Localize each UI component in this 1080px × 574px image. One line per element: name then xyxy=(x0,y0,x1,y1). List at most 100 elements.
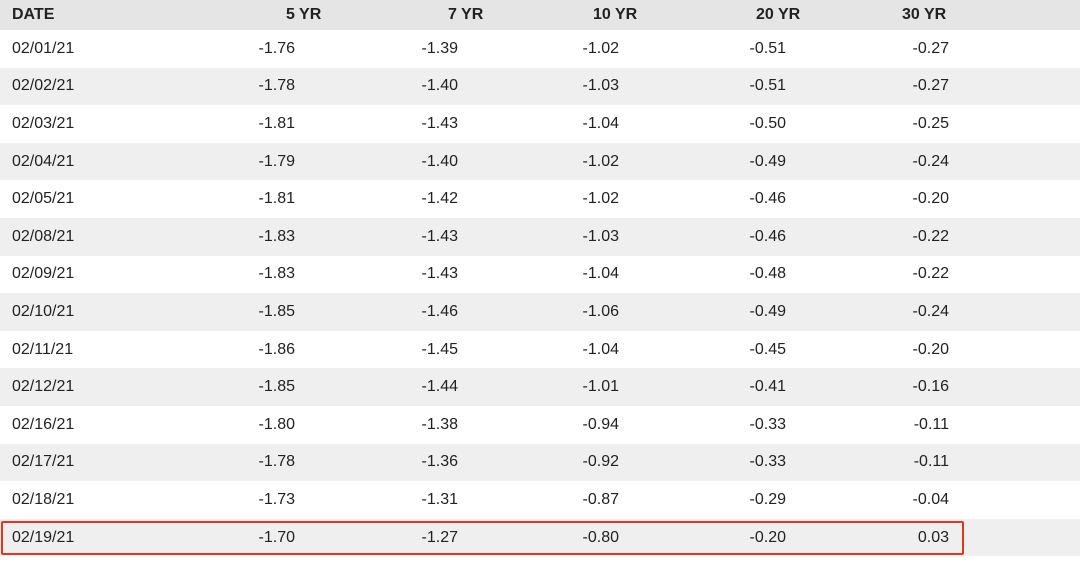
cell-date: 02/01/21 xyxy=(12,39,75,57)
cell-value: -0.22 xyxy=(912,265,949,283)
cell-5yr: -1.85 xyxy=(190,293,352,331)
cell-value: -1.04 xyxy=(582,265,619,283)
cell-value: -0.11 xyxy=(913,415,949,433)
cell-20yr: -0.45 xyxy=(677,331,837,369)
cell-7yr: -1.27 xyxy=(352,519,513,557)
header-20yr[interactable]: 20 YR xyxy=(756,6,801,23)
cell-5yr: -1.78 xyxy=(190,68,352,106)
cell-value: -0.50 xyxy=(749,114,786,132)
cell-date: 02/12/21 xyxy=(12,378,75,396)
cell-value: -0.20 xyxy=(912,190,949,208)
cell-5yr: -1.86 xyxy=(190,331,352,369)
cell-value: -1.46 xyxy=(421,302,458,320)
cell-5yr: -1.85 xyxy=(190,368,352,406)
table-row: 02/16/21 -1.80 -1.38 -0.94 -0.33 -0.11 xyxy=(0,405,1080,444)
cell-10yr: -1.01 xyxy=(513,368,677,406)
cell-value: -1.79 xyxy=(258,152,295,170)
cell-value: -1.85 xyxy=(258,302,295,320)
cell-value: -1.85 xyxy=(258,378,295,396)
cell-value: -0.48 xyxy=(749,265,786,283)
cell-7yr: -1.36 xyxy=(352,444,513,482)
cell-10yr: -0.80 xyxy=(513,519,677,557)
cell-value: -1.83 xyxy=(258,265,295,283)
cell-10yr: -0.92 xyxy=(513,444,677,482)
cell-20yr: -0.50 xyxy=(677,105,837,143)
table-row: 02/11/21 -1.86 -1.45 -1.04 -0.45 -0.20 xyxy=(0,330,1080,369)
table-row: 02/02/21 -1.78 -1.40 -1.03 -0.51 -0.27 xyxy=(0,67,1080,106)
cell-30yr: -0.11 xyxy=(837,406,1080,444)
cell-30yr: -0.27 xyxy=(837,68,1080,106)
cell-value: -1.83 xyxy=(258,227,295,245)
cell-10yr: -1.03 xyxy=(513,218,677,256)
table-row: 02/17/21 -1.78 -1.36 -0.92 -0.33 -0.11 xyxy=(0,443,1080,482)
cell-20yr: -0.46 xyxy=(677,180,837,218)
cell-date: 02/03/21 xyxy=(12,114,75,132)
cell-10yr: -1.02 xyxy=(513,30,677,68)
cell-10yr: -1.04 xyxy=(513,256,677,294)
cell-20yr: -0.41 xyxy=(677,368,837,406)
cell-10yr: -0.87 xyxy=(513,481,677,519)
header-10yr[interactable]: 10 YR xyxy=(593,6,638,23)
cell-value: -1.76 xyxy=(258,39,295,57)
cell-5yr: -1.79 xyxy=(190,143,352,181)
cell-30yr: -0.04 xyxy=(837,481,1080,519)
header-row: DATE 5 YR 7 YR 10 YR 20 YR 30 YR xyxy=(0,0,1080,30)
table-row: 02/09/21 -1.83 -1.43 -1.04 -0.48 -0.22 xyxy=(0,255,1080,294)
header-30yr[interactable]: 30 YR xyxy=(902,6,947,23)
cell-7yr: -1.40 xyxy=(352,143,513,181)
cell-5yr: -1.80 xyxy=(190,406,352,444)
cell-value: -1.78 xyxy=(258,453,295,471)
yield-table: DATE 5 YR 7 YR 10 YR 20 YR 30 YR 02/01/2… xyxy=(0,0,1080,557)
cell-value: 0.03 xyxy=(917,528,949,546)
cell-value: -0.46 xyxy=(749,227,786,245)
cell-value: -0.27 xyxy=(912,39,949,57)
cell-7yr: -1.42 xyxy=(352,180,513,218)
cell-value: -1.06 xyxy=(582,302,619,320)
cell-20yr: -0.46 xyxy=(677,218,837,256)
cell-30yr: -0.22 xyxy=(837,256,1080,294)
cell-date: 02/19/21 xyxy=(12,528,75,546)
cell-20yr: -0.49 xyxy=(677,143,837,181)
cell-value: -1.43 xyxy=(421,114,458,132)
cell-20yr: -0.20 xyxy=(677,519,837,557)
cell-value: -1.02 xyxy=(582,152,619,170)
cell-value: -1.01 xyxy=(582,378,619,396)
cell-value: -0.45 xyxy=(749,340,786,358)
cell-value: -1.40 xyxy=(421,152,458,170)
cell-10yr: -1.02 xyxy=(513,143,677,181)
cell-date: 02/04/21 xyxy=(12,152,75,170)
cell-10yr: -0.94 xyxy=(513,406,677,444)
cell-value: -1.78 xyxy=(258,77,295,95)
cell-10yr: -1.04 xyxy=(513,331,677,369)
cell-value: -1.27 xyxy=(421,528,458,546)
cell-20yr: -0.29 xyxy=(677,481,837,519)
cell-30yr: -0.27 xyxy=(837,30,1080,68)
table-row: 02/05/21 -1.81 -1.42 -1.02 -0.46 -0.20 xyxy=(0,180,1080,218)
cell-20yr: -0.33 xyxy=(677,406,837,444)
table-row: 02/01/21 -1.76 -1.39 -1.02 -0.51 -0.27 xyxy=(0,30,1080,68)
header-date[interactable]: DATE xyxy=(12,6,55,23)
cell-7yr: -1.45 xyxy=(352,331,513,369)
cell-7yr: -1.39 xyxy=(352,30,513,68)
cell-5yr: -1.70 xyxy=(190,519,352,557)
table-row: 02/04/21 -1.79 -1.40 -1.02 -0.49 -0.24 xyxy=(0,142,1080,181)
cell-value: -0.49 xyxy=(749,302,786,320)
cell-value: -0.46 xyxy=(749,190,786,208)
header-7yr[interactable]: 7 YR xyxy=(448,6,484,23)
cell-value: -0.33 xyxy=(749,415,786,433)
cell-30yr: -0.20 xyxy=(837,331,1080,369)
cell-date: 02/11/21 xyxy=(12,340,74,358)
cell-5yr: -1.78 xyxy=(190,444,352,482)
cell-7yr: -1.43 xyxy=(352,105,513,143)
cell-value: -0.51 xyxy=(749,39,786,57)
cell-date: 02/08/21 xyxy=(12,227,75,245)
cell-date: 02/17/21 xyxy=(12,453,75,471)
header-5yr[interactable]: 5 YR xyxy=(286,6,322,23)
cell-20yr: -0.48 xyxy=(677,256,837,294)
cell-30yr: -0.11 xyxy=(837,444,1080,482)
cell-value: -1.45 xyxy=(421,340,458,358)
cell-7yr: -1.44 xyxy=(352,368,513,406)
cell-value: -0.41 xyxy=(749,378,786,396)
table-row: 02/10/21 -1.85 -1.46 -1.06 -0.49 -0.24 xyxy=(0,293,1080,331)
cell-value: -1.73 xyxy=(258,490,295,508)
